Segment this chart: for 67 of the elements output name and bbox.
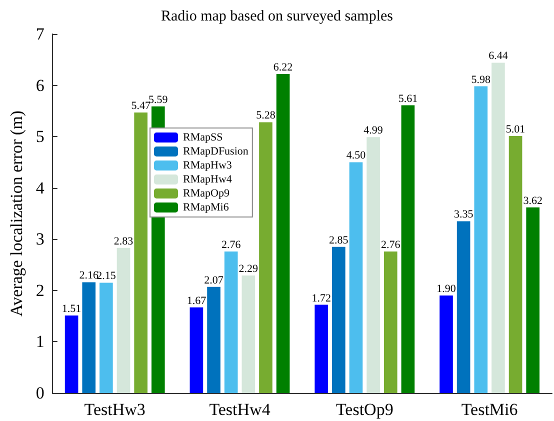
bar <box>401 105 415 393</box>
data-label: 4.50 <box>346 150 366 162</box>
data-label: 3.35 <box>454 208 474 221</box>
data-label: 1.51 <box>62 303 82 316</box>
y-tick-label: 1 <box>36 332 44 352</box>
data-label: 2.15 <box>96 270 116 282</box>
y-tick-label: 4 <box>36 178 45 198</box>
bar <box>440 296 453 393</box>
bar <box>492 62 505 393</box>
data-label: 6.44 <box>488 50 508 62</box>
bar <box>207 286 220 393</box>
bar <box>259 122 272 393</box>
data-label: 2.83 <box>114 235 134 248</box>
bar <box>366 137 380 393</box>
data-label: 6.22 <box>273 62 293 74</box>
data-label: 3.62 <box>523 194 542 207</box>
bar <box>384 251 398 393</box>
data-label: 2.16 <box>79 270 99 282</box>
legend-label: RMapMi6 <box>183 202 230 214</box>
data-label: 2.76 <box>381 238 401 251</box>
bar <box>314 304 328 393</box>
data-label: 5.61 <box>398 92 418 105</box>
bar <box>100 282 113 393</box>
bar <box>526 207 540 393</box>
legend-label: RMapSS <box>183 132 223 144</box>
bar <box>190 307 204 393</box>
bar <box>242 276 256 393</box>
data-label: 1.67 <box>186 294 207 307</box>
x-tick-label: TestHw3 <box>84 400 146 419</box>
chart-title: Radio map based on surveyed samples <box>160 8 394 24</box>
y-tick-label: 0 <box>36 384 44 402</box>
data-label: 5.01 <box>506 124 526 136</box>
data-label: 1.72 <box>312 292 331 304</box>
bar <box>116 248 130 393</box>
y-tick-label: 5 <box>36 127 44 146</box>
bar <box>508 136 522 393</box>
legend-label: RMapHw4 <box>183 174 232 186</box>
bar <box>474 86 488 393</box>
legend-label: RMapHw3 <box>183 160 232 172</box>
bar <box>82 282 96 393</box>
legend-label: RMapOp9 <box>183 188 230 200</box>
y-tick-label: 2 <box>36 280 44 300</box>
y-axis-title: Average localization error (m) <box>7 110 26 316</box>
bar <box>134 112 148 393</box>
x-tick-label: TestOp9 <box>336 400 394 419</box>
bar <box>276 74 290 393</box>
data-label: 5.47 <box>131 100 151 112</box>
y-tick-label: 3 <box>36 230 44 249</box>
x-tick-label: TestHw4 <box>209 400 271 419</box>
data-label: 5.28 <box>256 110 276 122</box>
legend-label: RMapDFusion <box>183 146 249 158</box>
data-label: 2.07 <box>204 274 224 286</box>
bar <box>349 162 363 393</box>
data-label: 2.76 <box>221 238 242 251</box>
bar <box>332 246 346 393</box>
data-label: 2.29 <box>238 263 259 276</box>
bar <box>456 221 470 393</box>
y-tick-label: 7 <box>36 24 45 44</box>
data-label: 2.85 <box>329 234 349 246</box>
data-label: 5.59 <box>148 94 168 106</box>
data-label: 1.90 <box>436 283 456 296</box>
x-tick-label: TestMi6 <box>461 400 518 419</box>
bar <box>224 251 238 393</box>
data-label: 5.98 <box>471 74 492 86</box>
bar <box>64 316 78 393</box>
y-tick-label: 6 <box>36 76 44 95</box>
data-label: 4.99 <box>364 124 384 137</box>
